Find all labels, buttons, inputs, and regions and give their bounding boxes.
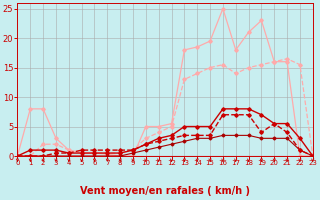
X-axis label: Vent moyen/en rafales ( km/h ): Vent moyen/en rafales ( km/h ) — [80, 186, 250, 196]
